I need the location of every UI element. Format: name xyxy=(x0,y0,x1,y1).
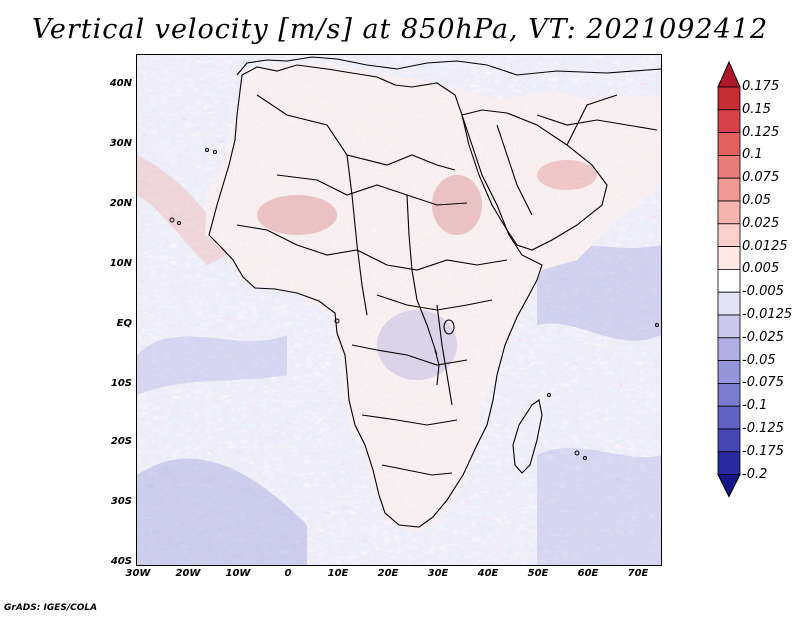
colorbar-label: -0.0125 xyxy=(742,307,793,322)
lat-label: 30S xyxy=(110,496,132,507)
lon-label: 60E xyxy=(577,568,599,579)
lon-label: 50E xyxy=(527,568,549,579)
lon-label: 0 xyxy=(284,568,292,579)
colorbar-bin xyxy=(717,291,741,316)
lon-label: 30E xyxy=(427,568,449,579)
colorbar-bin xyxy=(717,86,741,111)
colorbar-label: -0.175 xyxy=(742,443,784,459)
colorbar-bin xyxy=(717,314,741,339)
lat-label: 40S xyxy=(110,556,132,567)
lat-label: 30N xyxy=(109,138,132,149)
colorbar-bin xyxy=(717,337,741,361)
lon-label: 20W xyxy=(175,568,201,579)
colorbar-bin xyxy=(717,109,741,134)
colorbar-graphic xyxy=(717,60,741,498)
colorbar-label: 0.175 xyxy=(742,79,780,94)
colorbar-label: 0.075 xyxy=(742,170,780,186)
colorbar-label: -0.005 xyxy=(742,284,784,300)
colorbar-label: 0.025 xyxy=(742,215,780,231)
colorbar-bin xyxy=(717,451,741,475)
colorbar-label: -0.05 xyxy=(742,352,776,368)
map-panel xyxy=(136,54,662,566)
colorbar-label: -0.2 xyxy=(742,466,768,482)
footer-credit: GrADS: IGES/COLA xyxy=(4,603,98,613)
colorbar-label: -0.025 xyxy=(742,329,784,345)
lon-label: 10E xyxy=(327,568,349,579)
colorbar-label: -0.075 xyxy=(742,375,784,391)
colorbar-label: 0.005 xyxy=(742,261,780,277)
lat-label: 20N xyxy=(109,198,132,209)
colorbar-label: 0.15 xyxy=(742,101,771,117)
colorbar-arrow-top xyxy=(717,60,741,88)
colorbar-bin xyxy=(717,177,741,202)
colorbar-bin xyxy=(717,223,741,248)
colorbar-label: 0.0125 xyxy=(742,238,788,254)
lon-label: 30W xyxy=(125,568,151,579)
colorbar-bin xyxy=(717,246,741,270)
lon-label: 10W xyxy=(225,568,251,579)
colorbar-bin xyxy=(717,360,741,384)
islands xyxy=(169,148,659,460)
colorbar-label: 0.05 xyxy=(742,193,771,208)
lat-label: 10S xyxy=(110,378,132,389)
colorbar-label: 0.1 xyxy=(742,147,763,163)
colorbar-arrow-bottom xyxy=(717,474,741,498)
colorbar-bin xyxy=(717,154,741,179)
colorbar-bin xyxy=(717,382,741,407)
colorbar-bin xyxy=(717,428,741,453)
coastlines xyxy=(208,56,661,528)
colorbar-bin xyxy=(717,268,741,293)
colorbar-label: 0.125 xyxy=(742,124,780,140)
lat-label: 40N xyxy=(109,78,132,89)
lon-label: 40E xyxy=(477,568,499,579)
colorbar-label: -0.1 xyxy=(742,398,768,414)
lat-label: 10N xyxy=(109,258,132,269)
colorbar-bin xyxy=(717,200,741,225)
colorbar-label: -0.125 xyxy=(742,421,784,436)
lat-label: EQ xyxy=(116,318,132,329)
colorbar-bin xyxy=(717,405,741,430)
map-title: Vertical velocity [m/s] at 850hPa, VT: 2… xyxy=(31,14,769,45)
lon-label: 70E xyxy=(627,568,649,579)
vertical-velocity-map xyxy=(137,55,661,565)
lon-label: 20E xyxy=(377,568,399,579)
lat-label: 20S xyxy=(110,436,132,447)
colorbar-bin xyxy=(717,132,741,156)
